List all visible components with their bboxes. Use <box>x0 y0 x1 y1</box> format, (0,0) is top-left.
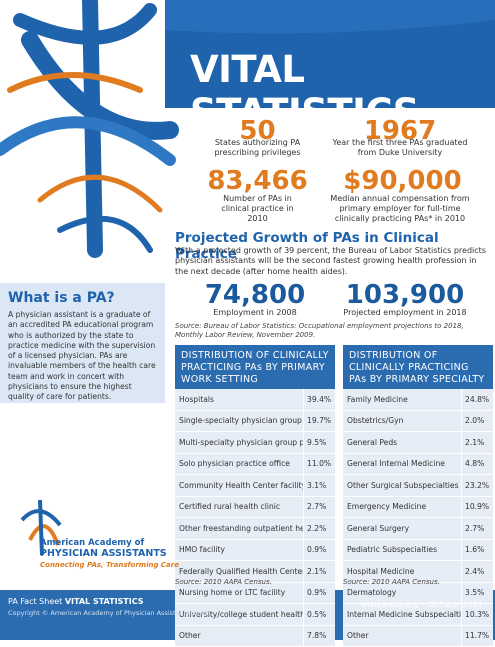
row-label: Pediatric Subspecialties <box>343 545 461 554</box>
row-value: 0.5% <box>303 604 335 625</box>
row-value: 19.7% <box>303 411 335 432</box>
row-label: Certified rural health clinic <box>175 502 303 511</box>
row-value: 2.4% <box>461 561 493 582</box>
row-value: 10.9% <box>461 497 493 518</box>
row-label: Other <box>343 631 461 640</box>
row-label: HMO facility <box>175 545 303 554</box>
source-note: Source: 2010 AAPA Census. <box>343 578 440 586</box>
section-text: With a projected growth of 39 percent, t… <box>175 246 487 277</box>
footer-title: PA Fact Sheet VITAL STATISTICS <box>8 597 144 606</box>
row-value: 11.0% <box>303 454 335 475</box>
table-row: Other freestanding outpatient health fac… <box>175 518 335 540</box>
table-row: Single-specialty physician group practic… <box>175 411 335 433</box>
row-value: 9.5% <box>303 432 335 453</box>
logo-swirls <box>0 0 170 250</box>
row-label: Obstetrics/Gyn <box>343 416 461 425</box>
row-value: 0.9% <box>303 540 335 561</box>
row-label: Multi-specialty physician group practice <box>175 438 303 447</box>
row-value: 2.7% <box>461 518 493 539</box>
row-label: Other freestanding outpatient health fac… <box>175 524 303 533</box>
row-value: 24.8% <box>461 389 493 410</box>
stat-label: Projected employment in 2018 <box>335 308 475 318</box>
stat-label: Year the first three PAs graduated from … <box>330 138 470 158</box>
stat-label: States authorizing PA prescribing privil… <box>205 138 310 158</box>
row-label: Single-specialty physician group practic… <box>175 416 303 425</box>
logo-tagline: Connecting PAs, Transforming Care <box>40 561 179 569</box>
stat-label: Employment in 2008 <box>195 308 315 318</box>
row-value: 7.8% <box>303 626 335 647</box>
row-value: 4.8% <box>461 454 493 475</box>
row-value: 3.1% <box>303 475 335 496</box>
footer-copyright: Copyright © American Academy of Physicia… <box>8 609 208 617</box>
row-value: 2.2% <box>303 518 335 539</box>
row-label: General Peds <box>343 438 461 447</box>
footer-prefix: PA Fact Sheet <box>8 597 62 606</box>
row-label: Nursing home or LTC facility <box>175 588 303 597</box>
row-label: Emergency Medicine <box>343 502 461 511</box>
row-label: Hospitals <box>175 395 303 404</box>
stat-label: Median annual compensation from primary … <box>325 194 475 224</box>
logo-line: American Academy of <box>40 538 144 548</box>
row-value: 23.2% <box>461 475 493 496</box>
row-value: 1.6% <box>461 540 493 561</box>
row-value: 2.1% <box>461 432 493 453</box>
row-label: Internal Medicine Subspecialties <box>343 610 461 619</box>
row-label: Hospital Medicine <box>343 567 461 576</box>
footer-link: www.aapa.org • October 2011 <box>361 600 483 609</box>
table-header: DISTRIBUTION OF CLINICALLY PRACTICING PA… <box>175 345 335 389</box>
stat-value: 103,900 <box>335 282 475 308</box>
row-label: Other Surgical Subspecialties <box>343 481 461 490</box>
stat-value: 74,800 <box>195 282 315 308</box>
row-label: General Surgery <box>343 524 461 533</box>
source-note: Source: Bureau of Labor Statistics: Occu… <box>175 322 490 340</box>
row-label: Solo physician practice office <box>175 459 303 468</box>
row-label: Other <box>175 631 303 640</box>
footer-title-text: VITAL STATISTICS <box>65 597 144 606</box>
sidebar-title: What is a PA? <box>8 290 158 306</box>
row-label: Family Medicine <box>343 395 461 404</box>
table: DISTRIBUTION OF CLINICALLY PRACTICING PA… <box>175 345 335 647</box>
sidebar-text: A physician assistant is a graduate of a… <box>8 310 158 402</box>
row-value: 39.4% <box>303 389 335 410</box>
source-note: Source: 2010 AAPA Census. <box>175 578 272 586</box>
stat-value: 83,466 <box>195 168 320 194</box>
table-row: Multi-specialty physician group practice… <box>175 432 335 454</box>
row-value: 2.7% <box>303 497 335 518</box>
row-label: General Internal Medicine <box>343 459 461 468</box>
row-value: 2.0% <box>461 411 493 432</box>
row-label: Dermatology <box>343 588 461 597</box>
stat-label: Number of PAs in clinical practice in 20… <box>210 194 305 224</box>
stat-value: $90,000 <box>330 168 475 194</box>
table-header: DISTRIBUTION OF CLINICALLY PRACTICING PA… <box>343 345 493 389</box>
row-label: Federally Qualified Health Center <box>175 567 303 576</box>
row-value: 0.9% <box>303 583 335 604</box>
row-value: 2.1% <box>303 561 335 582</box>
row-value: 11.7% <box>461 626 493 647</box>
row-label: Community Health Center facility <box>175 481 303 490</box>
logo-line: PHYSICIAN ASSISTANTS <box>40 548 167 559</box>
